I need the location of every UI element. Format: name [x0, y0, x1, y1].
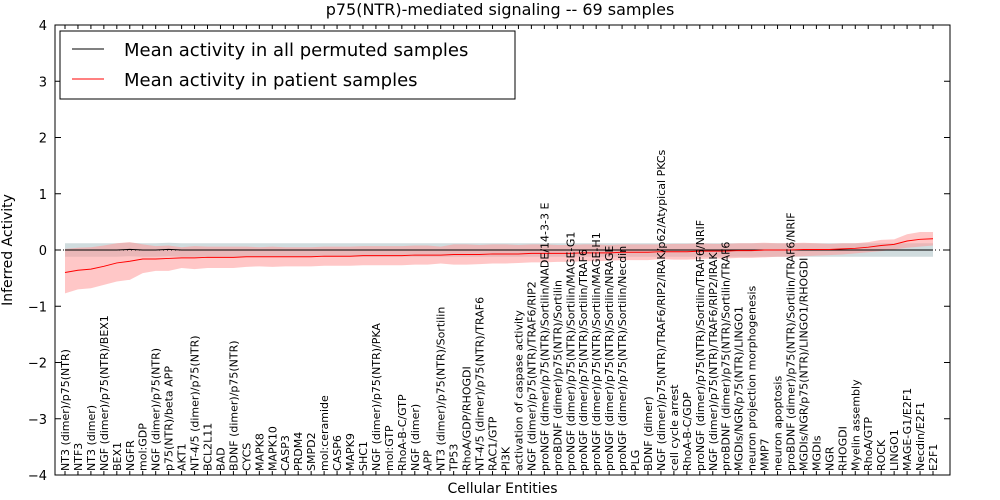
- entity-label: BDNF (dimer)/p75(NTR): [227, 340, 240, 471]
- entity-label: PI3K: [499, 446, 512, 471]
- entity-label: NTF3: [72, 443, 85, 471]
- entity-label: neuron projection morphogenesis: [746, 285, 759, 471]
- entity-label: cell cycle arrest: [668, 384, 681, 471]
- entity-label: Necdin/E2F1: [914, 402, 927, 471]
- entity-label: NGFR: [124, 440, 137, 471]
- legend: Mean activity in all permuted samples Me…: [59, 30, 516, 100]
- entity-label: NGF (dimer)/p75(NTR)/BEX1: [98, 315, 111, 471]
- entity-label: proNGF (dimer)/p75(NTR)/Sortilin/NADE/14…: [538, 203, 551, 471]
- y-tick-label: 2: [39, 132, 47, 147]
- x-axis-ticks: [64, 25, 934, 475]
- legend-label-patient: Mean activity in patient samples: [124, 70, 418, 91]
- entity-label: proBDNF (dimer)/p75(NTR)/Sortilin: [551, 280, 564, 471]
- y-axis-ticks: −4 −3 −2 −1 0 1 2 3 4: [28, 19, 950, 484]
- y-tick-label: 3: [39, 75, 47, 90]
- entity-label: MAPK10: [266, 426, 279, 471]
- entity-label: proNGF (dimer)/p75(NTR)/Sortilin/MAGE-H1: [590, 232, 603, 471]
- entity-label: proBDNF (dimer)/p75(NTR)/Sortilin/TRAF6/…: [784, 212, 797, 471]
- entity-label: BDNF (dimer): [642, 396, 655, 471]
- y-tick-label: 4: [39, 19, 47, 34]
- entity-label: MGDIs: [810, 435, 823, 471]
- y-tick-label: 0: [39, 244, 47, 259]
- entity-label: CASP6: [331, 435, 344, 471]
- entity-label: NGF (dimer)/p75(NTR)/TRAF6/RIP2: [525, 281, 538, 471]
- entity-label: NGF (dimer)/p75(NTR)/PKA: [370, 323, 383, 471]
- entity-label: MAGE-G1/E2F1: [901, 388, 914, 471]
- entity-label: proBDNF (dimer)/p75(NTR)/Sortilin/TRAF6: [720, 242, 733, 471]
- entity-label: MGDIs/NGR/p75(NTR)/LINGO1/RHOGDI: [797, 258, 810, 471]
- entity-label: RAC1/GTP: [487, 416, 500, 471]
- y-tick-label: −2: [28, 357, 47, 372]
- entity-label: CYCS: [240, 443, 253, 471]
- entity-label: NT3 (dimer)/p75(NTR)/Sortilin: [435, 307, 448, 471]
- entity-label: BAD: [214, 447, 227, 471]
- entity-label: mol:GDP: [137, 423, 150, 471]
- entity-label: LINGO1: [888, 429, 901, 471]
- y-tick-label: −3: [28, 413, 47, 428]
- entity-label: NGR: [823, 446, 836, 471]
- entity-label: Myelin assembly: [849, 379, 862, 471]
- entity-label: PRDM4: [292, 432, 305, 471]
- y-tick-label: −4: [28, 469, 47, 484]
- entity-label: AKT1: [176, 443, 189, 471]
- entity-label: MMP7: [759, 438, 772, 471]
- entity-label: activation of caspase activity: [512, 310, 525, 471]
- entity-label: RHOGDI: [836, 426, 849, 471]
- series-patient-line: [64, 238, 934, 273]
- y-tick-label: −1: [28, 300, 47, 315]
- entity-label: NT-4/5 (dimer)/p75(NTR)/TRAF6: [474, 297, 487, 471]
- entity-label: E2F1: [927, 444, 940, 471]
- entity-label: proNGF (dimer)/p75(NTR)/Sortilin/MAGE-G1: [564, 232, 577, 471]
- legend-box: [59, 30, 516, 100]
- entity-labels: NT3 (dimer)/p75(NTR) NTF3 NT3 (dimer) NGF (…: [59, 150, 940, 472]
- entity-label: BEX1: [111, 442, 124, 471]
- entity-label: SMPD2: [305, 432, 318, 471]
- entity-label: mol:ceramide: [318, 395, 331, 471]
- patient-band: [65, 232, 933, 294]
- entity-label: proNGF (dimer)/p75(NTR)/Sortilin/NRAGE: [603, 246, 616, 471]
- y-axis-label: Inferred Activity: [0, 194, 16, 306]
- series-lines: [55, 238, 950, 273]
- entity-label: BCL2L11: [202, 423, 215, 471]
- entity-label: proNGF (dimer)/p75(NTR)/Sortilin/TRAF6/N…: [694, 220, 707, 471]
- entity-label: MGDIs/NGR/p75(NTR)/LINGO1: [733, 306, 746, 471]
- entity-label: TP53: [448, 444, 461, 472]
- entity-label: NGF (dimer)/p75(NTR)/TRAF6/RIP2/IRAK: [707, 252, 720, 471]
- entity-label: RhoA/GTP: [862, 417, 875, 471]
- entity-label: p75(NTR)/beta APP: [163, 366, 176, 471]
- entity-label: NGF (dimer)/p75(NTR)/TRAF6/RIP2/IRAK/p62…: [655, 150, 668, 471]
- entity-label: proNGF (dimer)/p75(NTR)/Sortilin/TRAF6: [577, 249, 590, 471]
- legend-label-permuted: Mean activity in all permuted samples: [124, 40, 468, 61]
- entity-label: proNGF (dimer)/p75(NTR)/Sortilin/Necdin: [616, 246, 629, 471]
- entity-label: MAPK8: [253, 433, 266, 471]
- entity-label: NT3 (dimer)/p75(NTR): [59, 349, 72, 471]
- chart-title: p75(NTR)-mediated signaling -- 69 sample…: [326, 0, 675, 19]
- entity-label: NGF (dimer): [409, 404, 422, 471]
- entity-label: RhoA/GDP/RHOGDI: [461, 366, 474, 471]
- entity-label: RhoA-B-C/GDP: [681, 392, 694, 471]
- entity-label: ROCK: [875, 439, 888, 471]
- entity-label: RhoA-B-C/GTP: [396, 394, 409, 471]
- entity-label: NT-4/5 (dimer)/p75(NTR): [189, 335, 202, 471]
- entity-label: NGF (dimer)/p75(NTR): [150, 348, 163, 471]
- entity-label: CASP3: [279, 435, 292, 471]
- entity-label: neuron apoptosis: [772, 376, 785, 471]
- entity-label: PLG: [629, 450, 642, 471]
- entity-label: APP: [422, 450, 435, 471]
- x-axis-label: Cellular Entities: [447, 481, 557, 497]
- entity-label: mol:GTP: [383, 425, 396, 471]
- entity-label: MAPK9: [344, 433, 357, 471]
- y-tick-label: 1: [39, 188, 47, 203]
- entity-label: SHC1: [357, 441, 370, 471]
- entity-label: NT3 (dimer): [85, 405, 98, 471]
